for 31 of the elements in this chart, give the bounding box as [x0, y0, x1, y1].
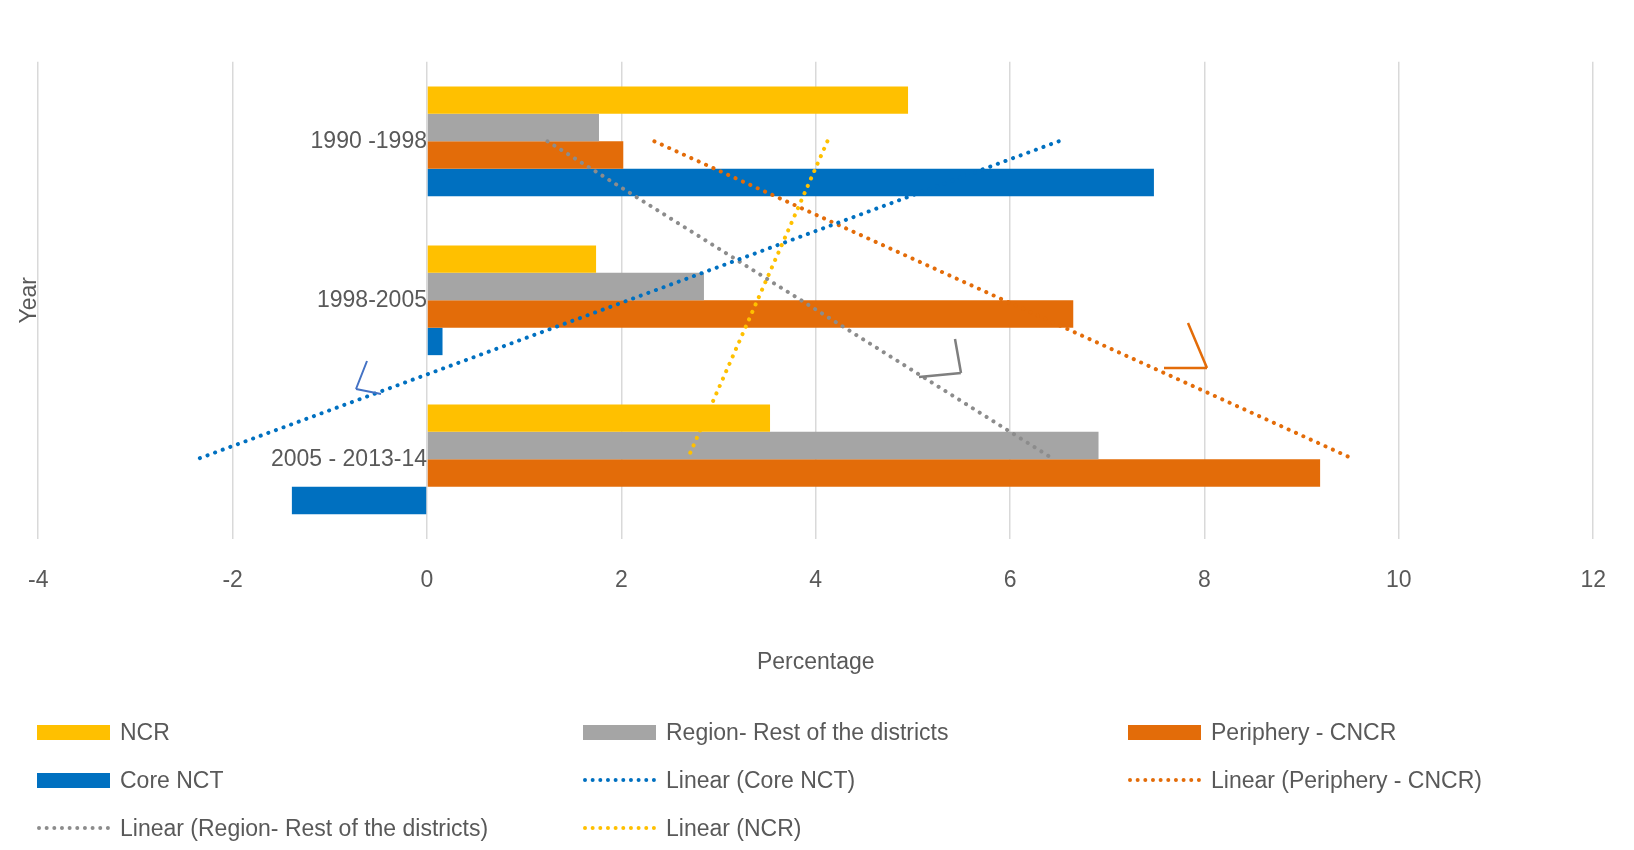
legend-label: Linear (Periphery - CNCR): [1211, 766, 1482, 794]
y-tick-label: 1990 -1998: [310, 126, 427, 153]
bar: [427, 141, 624, 169]
y-tick-label: 2005 - 2013-14: [270, 444, 428, 471]
x-tick-label: 10: [1386, 565, 1412, 592]
bar: [427, 272, 704, 301]
bar: [427, 86, 909, 114]
legend-label: Linear (Region- Rest of the districts): [120, 814, 489, 842]
legend-label: Core NCT: [120, 766, 224, 794]
x-tick-label: 4: [809, 565, 823, 592]
bar: [427, 459, 1321, 487]
y-axis-title: Year: [15, 276, 42, 324]
legend-label: NCR: [120, 718, 170, 746]
legend-label: Periphery - CNCR: [1211, 718, 1397, 746]
x-tick-label: 12: [1580, 565, 1607, 592]
bar: [427, 327, 443, 356]
x-tick-label: 6: [1003, 565, 1017, 592]
bar: [427, 245, 597, 273]
legend-label: Linear (Core NCT): [666, 766, 856, 794]
legend-label: Linear (NCR): [666, 814, 802, 842]
y-tick-label: 1998-2005: [316, 285, 427, 312]
bar: [291, 486, 427, 515]
legend-label: Region- Rest of the districts: [666, 718, 949, 746]
x-tick-label: 8: [1198, 565, 1211, 592]
x-tick-label: 0: [420, 565, 434, 592]
bar: [427, 113, 599, 142]
bar: [427, 431, 1099, 460]
x-tick-label: 2: [614, 565, 628, 592]
x-tick-label: -2: [222, 565, 243, 592]
x-axis-title: Percentage: [756, 647, 875, 674]
x-tick-label: -4: [28, 565, 49, 592]
